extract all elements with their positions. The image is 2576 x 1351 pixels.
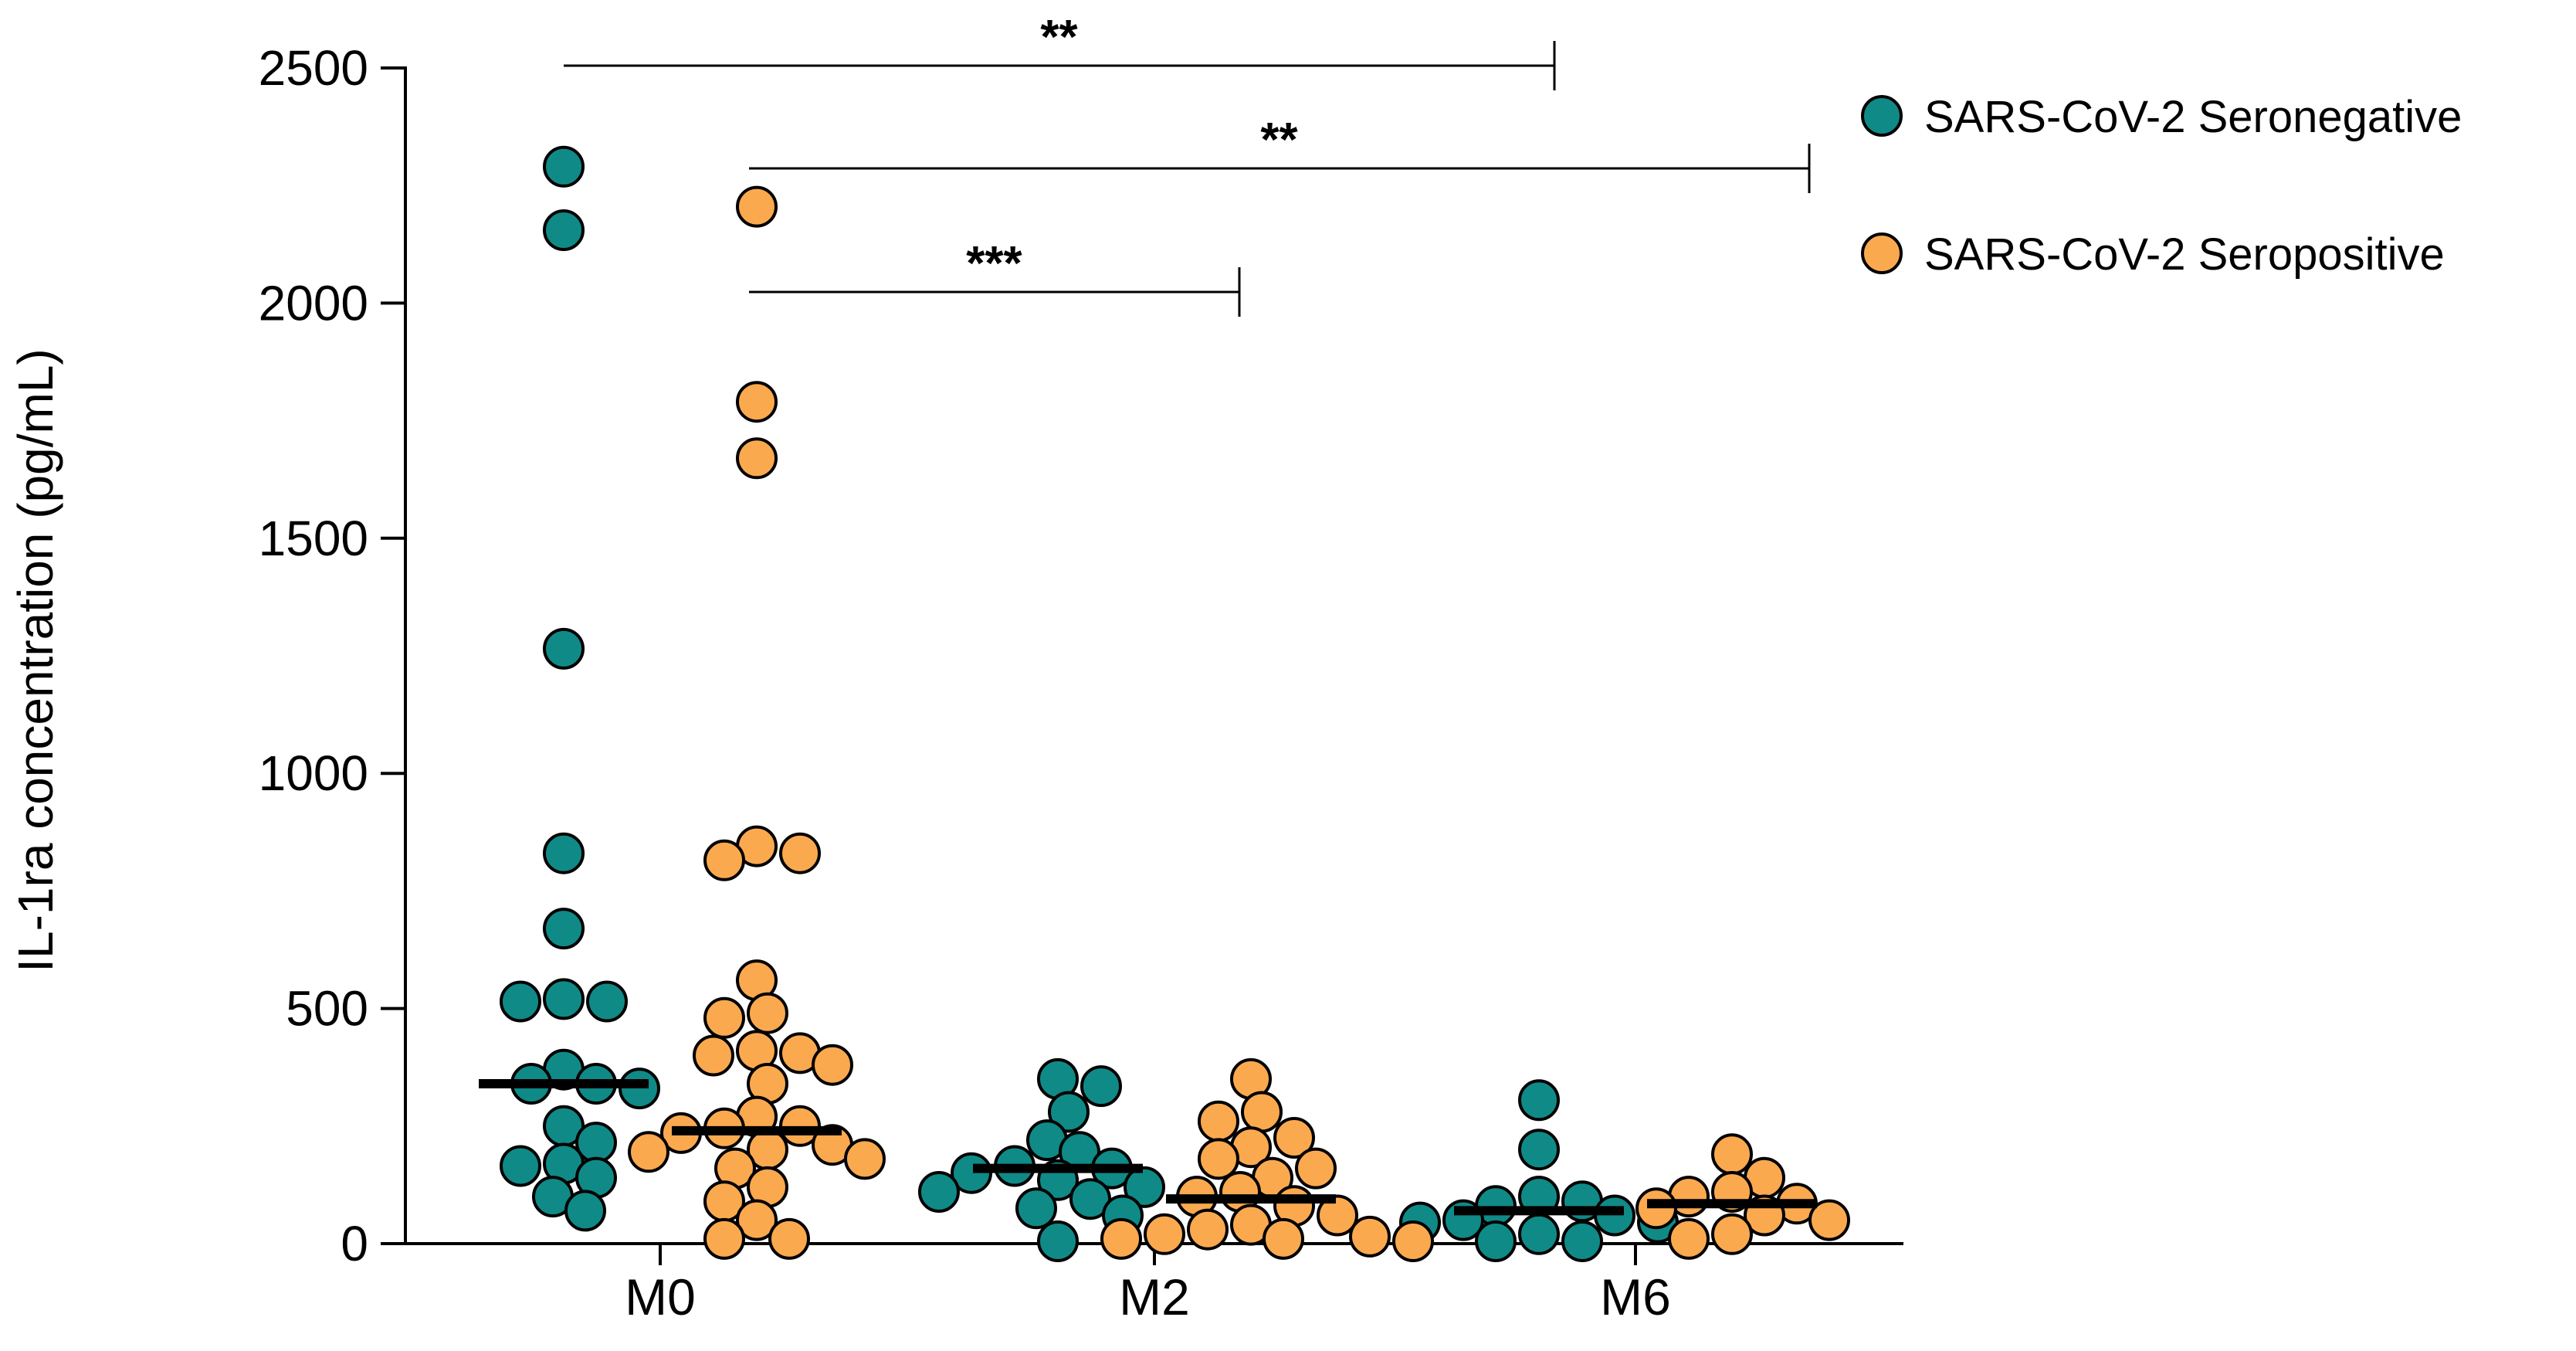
data-point xyxy=(703,996,745,1039)
data-point xyxy=(693,1034,734,1077)
data-point xyxy=(1124,1166,1165,1208)
y-tick-label: 500 xyxy=(286,981,368,1037)
data-point xyxy=(1198,1100,1239,1142)
data-point xyxy=(543,832,585,874)
data-point xyxy=(586,980,628,1023)
data-point xyxy=(1241,1091,1283,1133)
data-point xyxy=(1080,1065,1122,1108)
data-point xyxy=(1317,1194,1358,1237)
x-tick-labels: M0 M2 M6 xyxy=(625,1244,1671,1326)
data-point xyxy=(543,627,585,670)
legend-label: SARS-CoV-2 Seropositive xyxy=(1924,229,2445,280)
data-point xyxy=(736,437,778,480)
y-tick-label: 0 xyxy=(341,1216,368,1271)
axes xyxy=(404,66,1903,1245)
data-point xyxy=(1518,1213,1560,1255)
data-point xyxy=(1668,1217,1710,1260)
data-point xyxy=(1518,1079,1560,1122)
data-point xyxy=(1711,1213,1753,1255)
significance-label: *** xyxy=(966,237,1022,290)
data-point xyxy=(1392,1220,1434,1262)
y-ticks: 0 500 1000 1500 2000 2500 xyxy=(259,40,405,1271)
data-point xyxy=(1518,1129,1560,1171)
legend-label: SARS-CoV-2 Seronegative xyxy=(1924,92,2462,142)
data-point xyxy=(703,839,745,881)
data-point xyxy=(1048,1091,1090,1133)
data-point xyxy=(1273,1117,1315,1159)
data-point xyxy=(736,1199,778,1241)
significance-label: ** xyxy=(1260,114,1298,167)
y-axis-label: IL-1ra concentration (pg/mL) xyxy=(8,348,63,973)
legend-marker xyxy=(1861,233,1903,274)
data-point xyxy=(768,1217,810,1260)
data-point xyxy=(1711,1133,1753,1176)
data-point xyxy=(1561,1220,1603,1262)
y-tick-label: 2500 xyxy=(259,40,368,96)
data-point xyxy=(1808,1199,1850,1241)
significance-label: ** xyxy=(1040,11,1078,64)
data-point xyxy=(747,992,788,1034)
significance-brackets: ******* xyxy=(564,11,1811,317)
data-point xyxy=(543,978,585,1020)
legend: SARS-CoV-2 Seronegative SARS-CoV-2 Seropo… xyxy=(1861,92,2462,280)
median-lines xyxy=(479,1079,1817,1216)
data-point xyxy=(1594,1194,1635,1237)
data-point xyxy=(1037,1220,1079,1262)
x-tick-label: M0 xyxy=(625,1268,696,1326)
y-tick-label: 1500 xyxy=(259,511,368,566)
data-point xyxy=(736,185,778,228)
data-point xyxy=(1263,1217,1304,1260)
y-tick-label: 1000 xyxy=(259,745,368,801)
data-point xyxy=(500,1145,541,1187)
data-point xyxy=(812,1044,853,1086)
data-point xyxy=(736,381,778,423)
data-point xyxy=(564,1190,606,1232)
data-point xyxy=(628,1131,669,1173)
data-point xyxy=(1015,1187,1057,1230)
data-point xyxy=(1198,1138,1239,1180)
data-point xyxy=(703,1217,745,1260)
data-point xyxy=(1144,1213,1185,1255)
data-points xyxy=(500,145,1850,1262)
data-point xyxy=(1635,1187,1677,1230)
data-point xyxy=(1475,1220,1517,1262)
data-point xyxy=(844,1138,886,1180)
data-point xyxy=(779,832,821,874)
data-point xyxy=(500,980,541,1023)
data-point xyxy=(619,1068,660,1110)
data-point xyxy=(951,1152,992,1194)
legend-marker xyxy=(1861,95,1903,137)
data-point xyxy=(1100,1217,1142,1260)
data-point xyxy=(779,1105,821,1147)
data-point xyxy=(543,209,585,251)
data-point xyxy=(1069,1178,1111,1220)
data-point xyxy=(1295,1147,1337,1190)
x-tick-label: M6 xyxy=(1600,1268,1671,1326)
y-tick-label: 2000 xyxy=(259,275,368,331)
data-point xyxy=(1349,1215,1391,1258)
data-point xyxy=(543,908,585,950)
data-point xyxy=(918,1171,960,1213)
x-tick-label: M2 xyxy=(1119,1268,1190,1326)
data-point xyxy=(543,145,585,188)
data-point xyxy=(1187,1208,1229,1251)
